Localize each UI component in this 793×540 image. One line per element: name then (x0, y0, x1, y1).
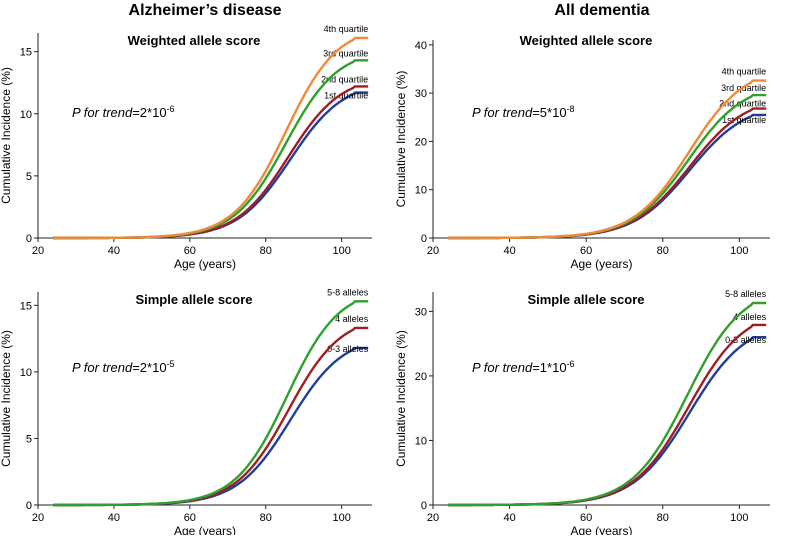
series-label: 0-3 alleles (327, 344, 369, 354)
y-tick-label: 40 (415, 40, 427, 52)
y-axis-label: Cumulative Incidence (%) (0, 67, 13, 204)
x-tick-label: 40 (108, 245, 120, 257)
y-tick-label: 10 (415, 435, 427, 447)
y-axis-label: Cumulative Incidence (%) (394, 330, 408, 467)
panel-title: Simple allele score (527, 292, 644, 307)
series-label: 2nd quartile (719, 99, 766, 109)
series-label: 5-8 alleles (327, 287, 369, 297)
y-tick-label: 0 (421, 500, 427, 512)
x-tick-label: 20 (32, 512, 44, 524)
y-tick-label: 10 (415, 185, 427, 197)
p-trend-annotation: P for trend=5*10-8 (472, 104, 575, 120)
x-tick-label: 100 (332, 245, 350, 257)
x-tick-label: 60 (184, 245, 196, 257)
x-tick-label: 80 (260, 512, 272, 524)
x-tick-label: 80 (260, 245, 272, 257)
x-axis-label: Age (years) (174, 524, 236, 535)
x-tick-label: 60 (580, 245, 592, 257)
series-label: 1st quartile (722, 115, 766, 125)
x-tick-label: 40 (503, 512, 515, 524)
x-tick-label: 20 (32, 245, 44, 257)
y-tick-label: 15 (20, 300, 32, 312)
series-line-5-8-alleles (53, 300, 369, 507)
p-trend-annotation: P for trend=2*10-5 (72, 359, 175, 375)
y-tick-label: 20 (415, 136, 427, 148)
x-tick-label: 80 (657, 245, 669, 257)
y-tick-label: 10 (20, 109, 32, 121)
p-trend-annotation: P for trend=1*10-6 (472, 359, 575, 375)
series-label: 1st quartile (324, 91, 368, 101)
series-line-5-8-alleles (448, 301, 767, 507)
series-label: 4 alleles (335, 314, 369, 324)
series-label: 5-8 alleles (725, 289, 767, 299)
x-tick-label: 40 (503, 245, 515, 257)
y-axis-label: Cumulative Incidence (%) (0, 330, 13, 467)
x-tick-label: 20 (427, 245, 439, 257)
x-tick-label: 40 (108, 512, 120, 524)
column-title-all-dementia: All dementia (554, 2, 649, 19)
chart-panel-3: 0 5 10 15 20 40 60 80 100 Age (years) Cumulative I… (0, 287, 372, 538)
y-tick-label: 5 (26, 433, 32, 445)
series-label: 4th quartile (324, 24, 369, 34)
x-tick-label: 20 (427, 512, 439, 524)
series-line-2nd-quartile (448, 107, 767, 240)
y-axis-label: Cumulative Incidence (%) (394, 71, 408, 208)
series-label: 0-3 alleles (725, 335, 767, 345)
p-trend-annotation: P for trend=2*10-6 (72, 104, 175, 120)
panel-title: Weighted allele score (520, 33, 653, 48)
series-label: 4 alleles (733, 312, 767, 322)
chart-panel-4: 0 10 20 30 20 40 60 80 100 Age (years) Cumulative … (394, 289, 770, 538)
column-title-alzheimers: Alzheimer’s disease (129, 2, 282, 19)
y-tick-label: 30 (415, 306, 427, 318)
chart-panel-2: 0 10 20 30 40 20 40 60 80 100 Age (years) Cumulativ… (394, 33, 770, 271)
x-tick-label: 100 (332, 512, 350, 524)
x-tick-label: 60 (184, 512, 196, 524)
y-tick-label: 5 (26, 171, 32, 183)
x-axis-label: Age (years) (174, 257, 236, 271)
panel-title: Weighted allele score (128, 33, 261, 48)
series-label: 4th quartile (722, 67, 767, 77)
y-tick-label: 10 (20, 367, 32, 379)
y-tick-label: 0 (421, 233, 427, 245)
y-tick-label: 15 (20, 47, 32, 59)
x-axis-label: Age (years) (570, 524, 632, 535)
x-tick-label: 80 (657, 512, 669, 524)
series-line-4th-quartile (53, 36, 369, 240)
y-tick-label: 30 (415, 88, 427, 100)
x-tick-label: 100 (730, 512, 748, 524)
y-tick-label: 20 (415, 371, 427, 383)
y-tick-label: 0 (26, 233, 32, 245)
series-label: 2nd quartile (321, 74, 368, 84)
x-tick-label: 100 (730, 245, 748, 257)
series-label: 3rd quartile (323, 48, 368, 58)
series-line-4-alleles (53, 326, 369, 507)
series-line-4th-quartile (448, 79, 767, 240)
y-tick-label: 0 (26, 500, 32, 512)
series-line-4-alleles (448, 323, 767, 507)
chart-panel-1: 0 5 10 15 20 40 60 80 100 Age (years) Cumulative I… (0, 24, 372, 271)
series-line-3rd-quartile (53, 59, 369, 240)
x-axis-label: Age (years) (570, 257, 632, 271)
x-tick-label: 60 (580, 512, 592, 524)
panel-title: Simple allele score (135, 292, 252, 307)
